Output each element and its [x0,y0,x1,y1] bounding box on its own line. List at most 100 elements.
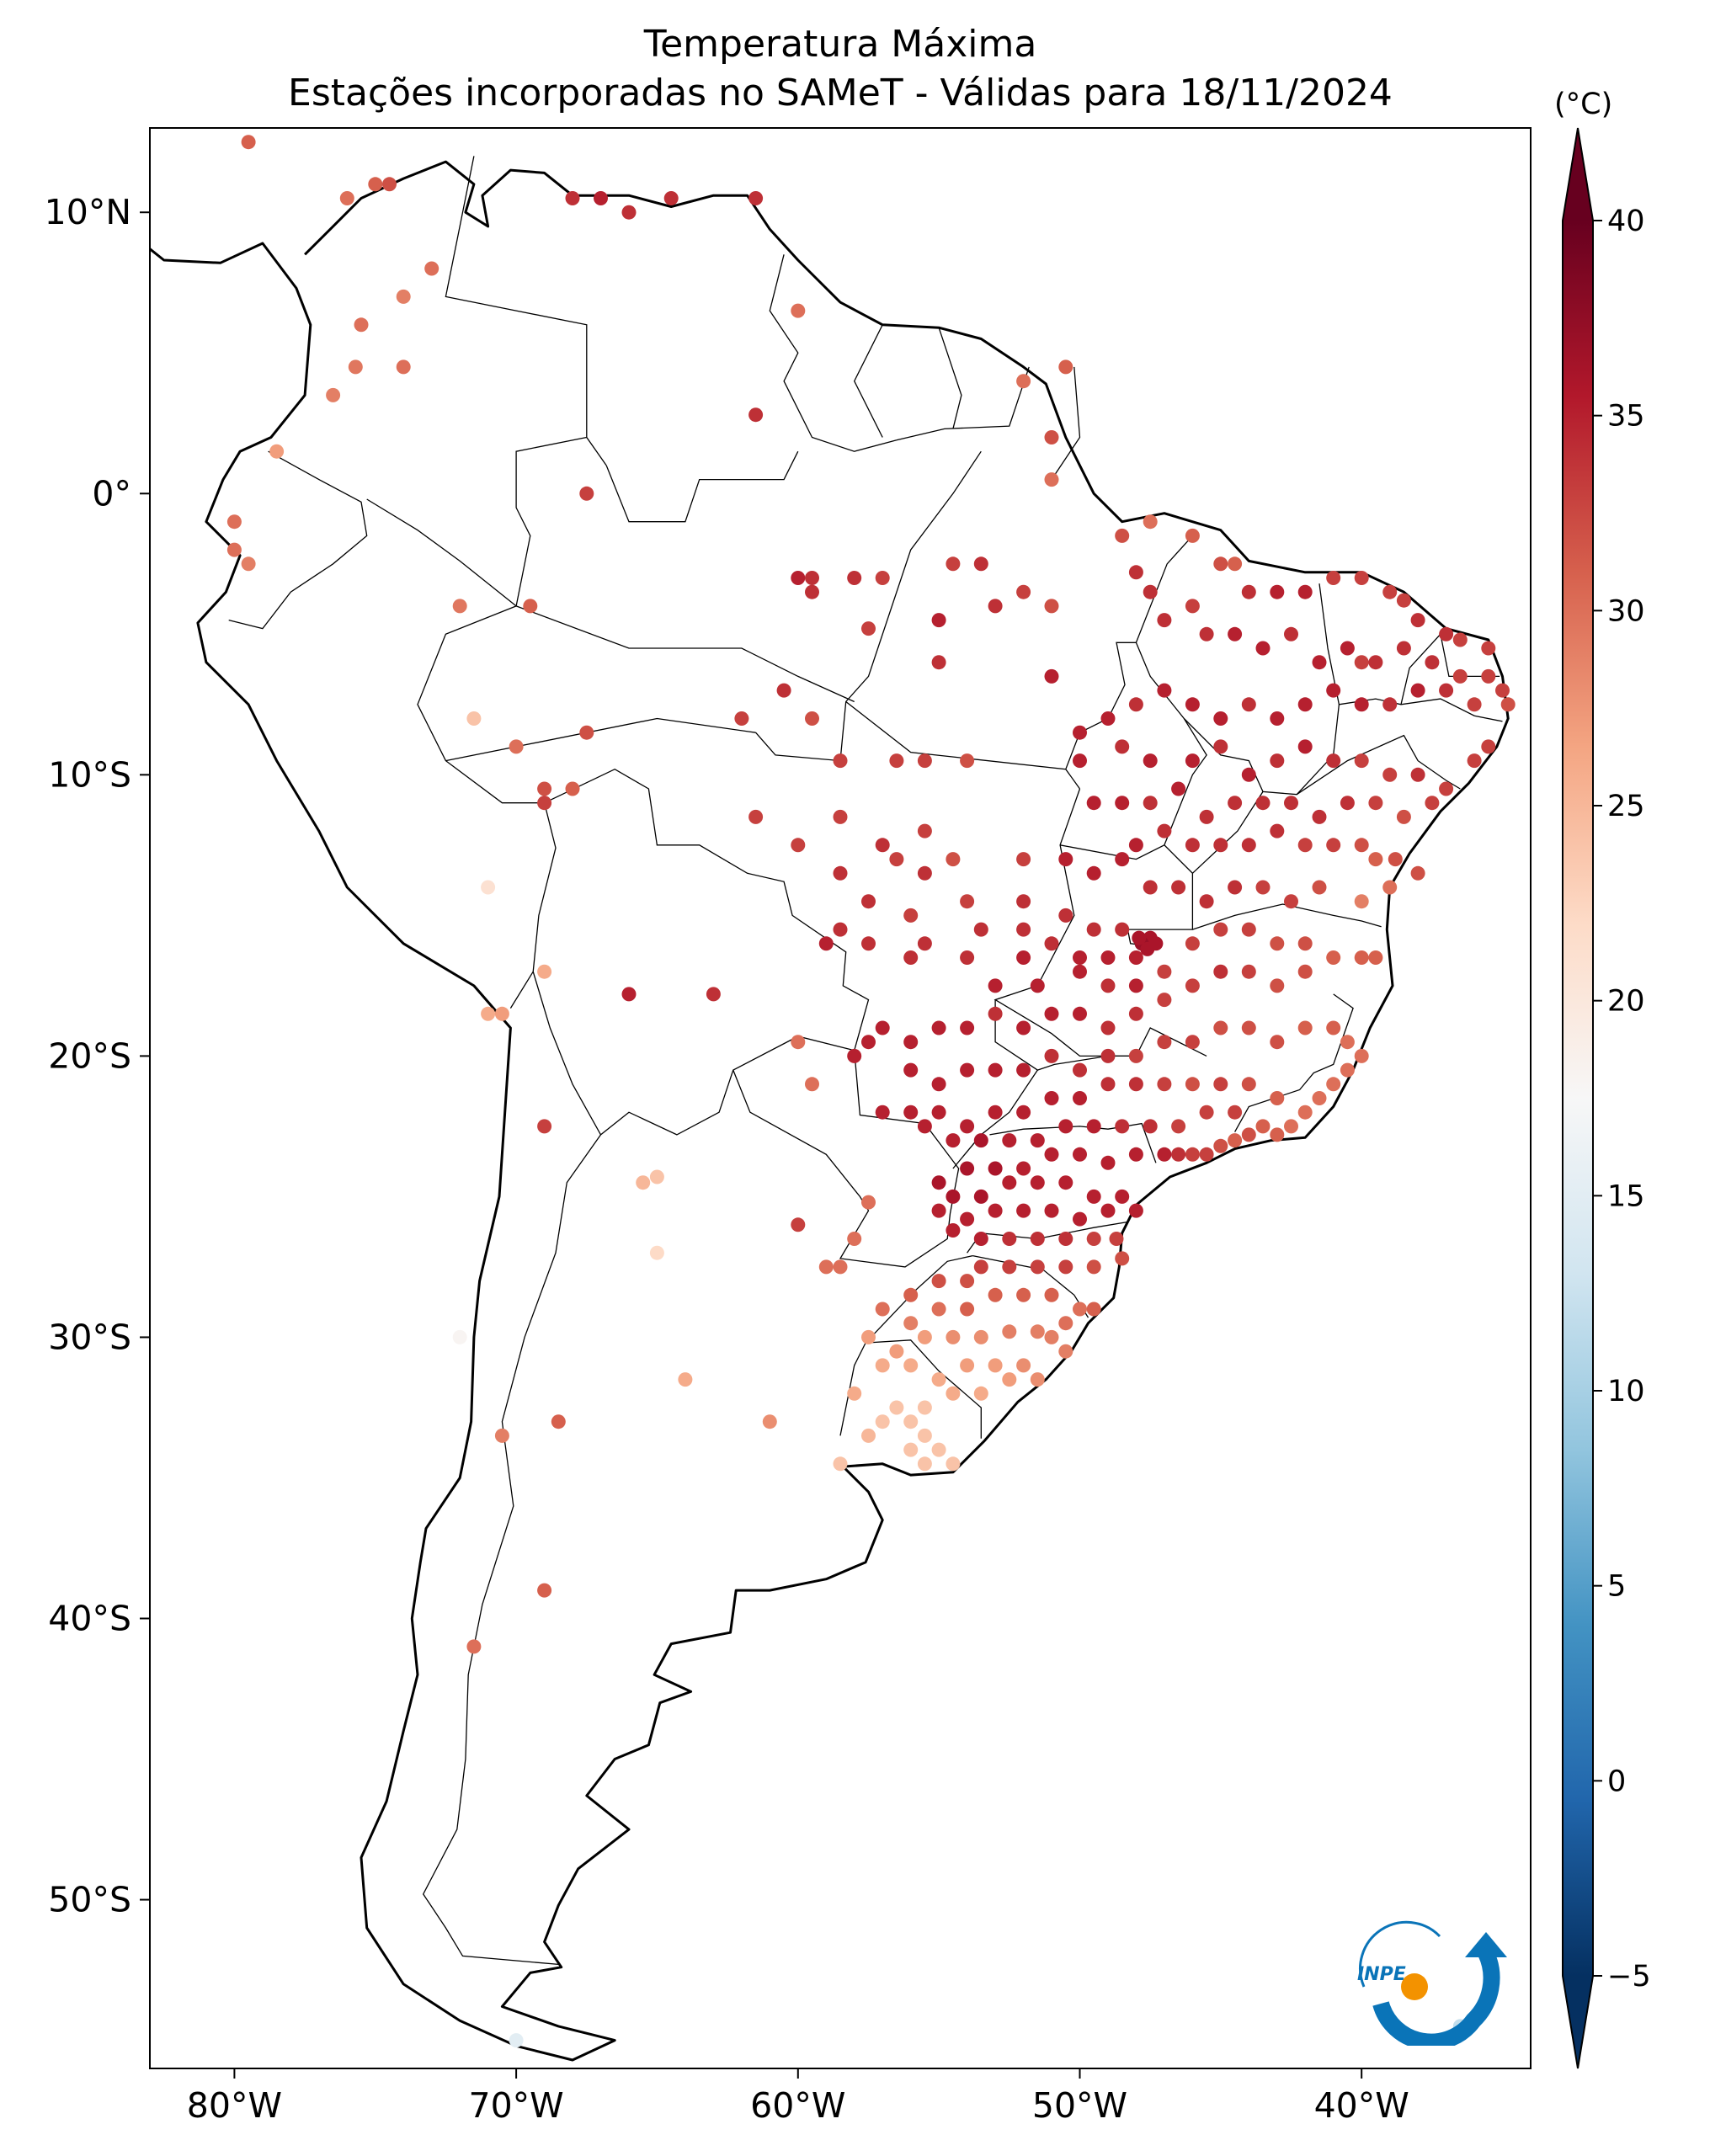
station-marker [1086,796,1101,811]
station-marker [946,556,961,572]
station-marker [1340,796,1355,811]
station-markers [226,135,1516,2048]
station-marker [339,191,354,205]
station-marker [1002,1175,1017,1190]
station-marker [1157,1147,1172,1162]
station-marker [1128,838,1143,853]
station-marker [1213,964,1228,979]
station-marker [1382,584,1398,599]
station-marker [1199,1105,1214,1120]
border-line [445,156,607,466]
station-marker [805,711,819,726]
station-marker [1073,1006,1087,1021]
station-marker [226,514,242,530]
station-marker [1228,626,1243,641]
station-marker [621,205,637,220]
border-line [417,605,545,804]
station-marker [481,1006,496,1021]
station-marker [494,1006,509,1021]
station-marker [931,1442,946,1457]
station-marker [1340,641,1355,656]
station-marker [1241,1127,1256,1142]
station-marker [226,542,242,557]
station-marker [833,865,848,881]
map-frame [149,127,1532,2069]
station-marker [1354,838,1369,853]
station-marker [565,781,580,796]
colorbar-tick-label: 35 [1607,400,1645,434]
station-marker [1044,430,1059,445]
border-line [1191,791,1264,874]
station-marker [1128,1077,1143,1092]
station-marker [1467,697,1482,712]
station-marker [1128,950,1143,965]
station-marker [326,387,341,402]
station-marker [1002,1324,1017,1339]
colorbar-tick-label: −5 [1607,1960,1651,1994]
station-marker [1213,838,1228,853]
station-marker [861,1428,876,1443]
station-marker [762,1414,777,1429]
station-marker [973,922,988,937]
station-marker [861,1195,876,1210]
station-marker [1297,838,1313,853]
station-marker [1354,894,1369,909]
station-marker [1100,978,1116,993]
station-marker [1073,950,1087,965]
station-marker [875,571,890,585]
station-marker [973,1329,988,1344]
station-marker [875,838,890,853]
station-marker [1213,922,1228,937]
station-marker [1016,922,1031,937]
station-marker [1297,697,1313,712]
station-marker [1270,711,1285,726]
station-marker [973,1189,988,1204]
station-marker [1270,753,1285,769]
station-marker [805,571,819,585]
station-marker [1312,1091,1327,1105]
station-marker [354,317,369,333]
station-marker [818,1259,834,1275]
lat-tick-label: 10°S [48,754,131,795]
station-marker [1481,641,1496,656]
station-marker [1199,809,1214,824]
station-marker [861,936,876,951]
map-title: Temperatura Máxima Estações incorporadas… [150,20,1531,118]
station-marker [917,1400,932,1415]
station-marker [1109,1232,1124,1246]
station-marker [509,739,524,754]
station-marker [946,1189,961,1204]
station-marker [1086,1189,1101,1204]
station-marker [1467,753,1482,769]
station-marker [1002,1133,1017,1148]
station-marker [1410,767,1425,782]
station-marker [368,177,383,192]
station-marker [1439,626,1454,641]
station-marker [748,191,764,205]
inpe-logo: INPE [1357,1920,1507,2046]
title-line-2: Estações incorporadas no SAMeT - Válidas… [288,72,1393,114]
station-marker [1326,1020,1341,1035]
colorbar-extend-min [1563,1976,1593,2068]
station-marker [1284,1119,1298,1134]
station-marker [1128,1147,1143,1162]
station-marker [917,1428,932,1443]
border-line [228,450,368,630]
station-marker [946,1223,961,1238]
station-marker [1002,1259,1017,1275]
station-marker [1058,1344,1073,1359]
station-marker [663,191,679,205]
station-marker [875,1105,890,1120]
colorbar-tick-label: 30 [1607,594,1645,628]
station-marker [1157,683,1172,698]
station-marker [241,135,256,150]
border-line [839,1339,982,1439]
station-marker [1284,626,1298,641]
station-marker [1058,1259,1073,1275]
station-marker [1368,655,1383,670]
station-marker [1016,1161,1031,1176]
colorbar-gradient [1563,221,1593,1976]
station-marker [1086,922,1101,937]
station-marker [1326,1077,1341,1092]
